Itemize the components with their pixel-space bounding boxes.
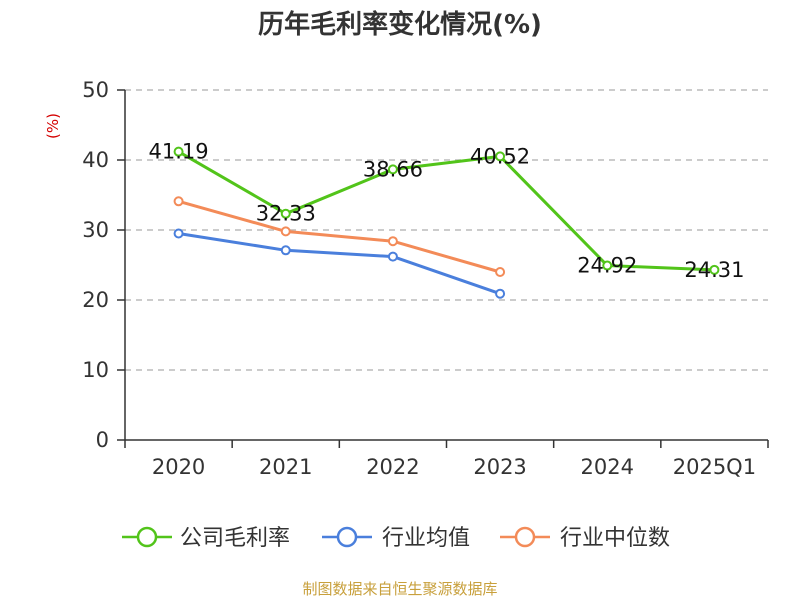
x-tick-label: 2021	[259, 455, 312, 479]
series-point	[709, 264, 720, 275]
series-point	[280, 226, 291, 237]
series-point	[495, 151, 506, 162]
series-point	[280, 245, 291, 256]
series-point	[280, 208, 291, 219]
data-label: 24.92	[577, 254, 637, 278]
series-layer	[173, 146, 720, 299]
source-footnote: 制图数据来自恒生聚源数据库	[302, 580, 497, 598]
x-tick-label: 2025Q1	[673, 455, 756, 479]
data-label: 24.31	[684, 258, 744, 282]
data-label-layer: 41.19 32.33 38.66 40.52 24.92 24.31	[149, 140, 745, 282]
series-line	[178, 232, 501, 296]
x-tick-label: 2020	[152, 455, 205, 479]
legend-label: 行业均值	[382, 526, 470, 551]
data-label: 38.66	[363, 157, 423, 181]
series-point	[173, 146, 184, 157]
grid-layer	[125, 89, 768, 371]
legend: 公司毛利率 行业均值 行业中位数	[122, 526, 670, 551]
data-label: 32.33	[256, 202, 316, 226]
series-point	[387, 251, 398, 262]
y-tick-label: 50	[82, 78, 109, 102]
series-point	[387, 164, 398, 175]
y-tick-label: 20	[82, 288, 109, 312]
x-tick-label: 2024	[581, 455, 634, 479]
series-point	[602, 260, 613, 271]
x-tick-label: 2023	[473, 455, 526, 479]
legend-label: 行业中位数	[560, 526, 670, 551]
data-label: 40.52	[470, 144, 530, 168]
y-axis-unit-label: (%)	[44, 113, 62, 139]
x-tick-label: 2022	[366, 455, 419, 479]
chart-title: 历年毛利率变化情况(%)	[258, 9, 542, 40]
y-tick-label: 30	[82, 218, 109, 242]
series-line	[178, 199, 501, 274]
series-line	[177, 150, 715, 272]
legend-marker-circle	[514, 526, 536, 548]
series-point	[495, 288, 506, 299]
series-point	[173, 196, 184, 207]
legend-label: 公司毛利率	[180, 526, 290, 551]
y-tick-label: 40	[82, 148, 109, 172]
data-label: 41.19	[149, 140, 209, 164]
axis-layer: 0 10 20 30 40 50 2020 2021 2022 2023 2024 2025Q1	[82, 78, 769, 479]
series-point	[173, 228, 184, 239]
y-tick-label: 10	[82, 358, 109, 382]
y-tick-label: 0	[96, 428, 109, 452]
series-point	[387, 236, 398, 247]
legend-marker-circle	[136, 526, 158, 548]
series-point	[495, 267, 506, 277]
legend-marker-circle	[336, 526, 358, 548]
